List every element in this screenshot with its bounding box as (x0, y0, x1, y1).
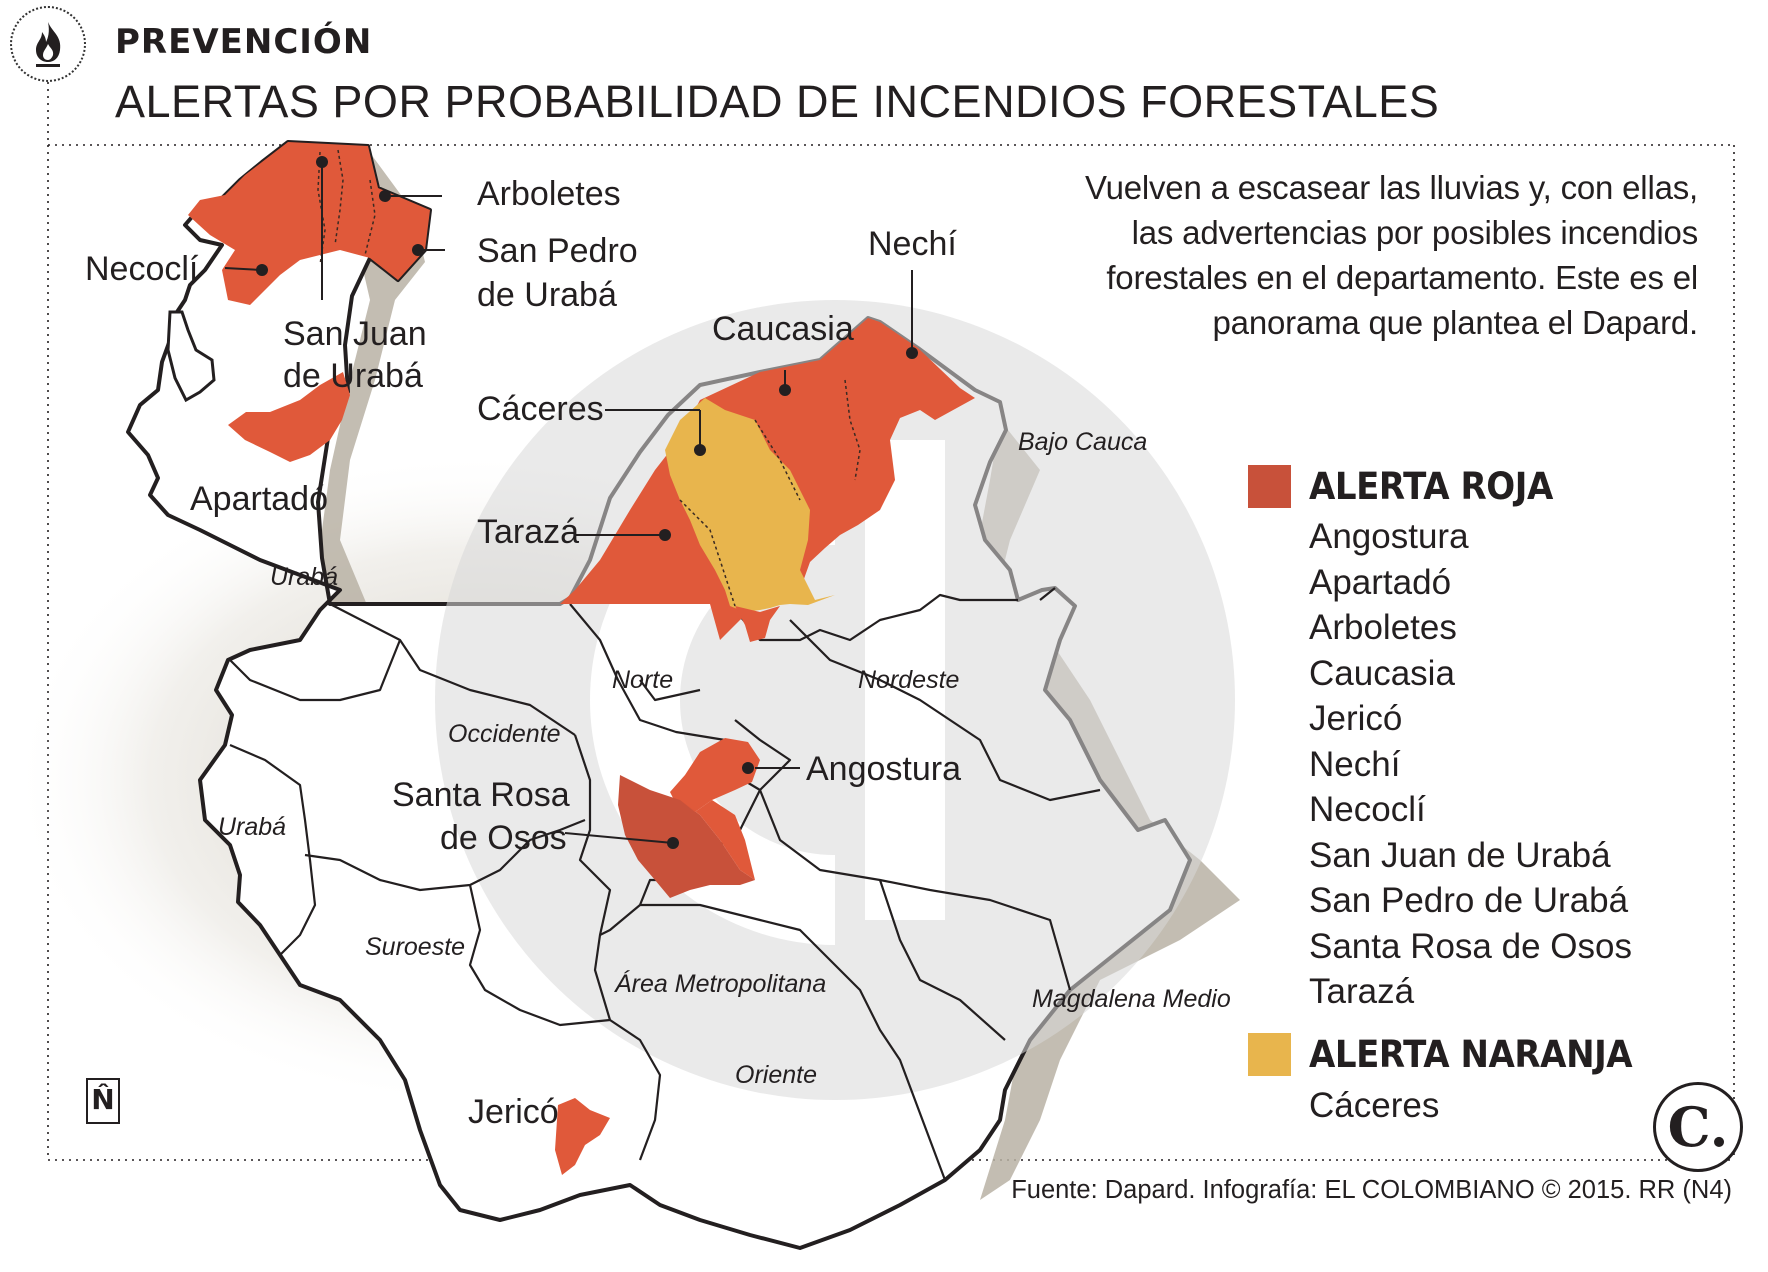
region-arboletes-necocli-sanjuan-sanpedro (188, 142, 430, 305)
label-taraza: Tarazá (477, 513, 579, 551)
legend-item: Angostura (1309, 517, 1469, 556)
legend-swatch-roja (1248, 464, 1291, 508)
subregion-area-metropolitana: Área Metropolitana (613, 969, 826, 998)
gulf-shapes (166, 310, 216, 403)
label-jerico: Jericó (468, 1093, 559, 1131)
region-santa-rosa-de-osos (618, 775, 755, 898)
region-santa-rosa-de-osos-light (680, 800, 755, 880)
label-san-juan-line2: de Urabá (283, 357, 423, 395)
legend-item: Jericó (1309, 699, 1403, 738)
legend-item: Cáceres (1309, 1085, 1440, 1125)
label-caceres: Cáceres (477, 390, 604, 428)
label-apartado: Apartadó (190, 480, 328, 518)
internal-municipal-borders-bajo-cauca (679, 379, 861, 607)
region-jerico (555, 1098, 610, 1175)
el-colombiano-logo: C. (1653, 1082, 1743, 1172)
source-credit: Fuente: Dapard. Infografía: EL COLOMBIAN… (1011, 1176, 1732, 1204)
legend-item: San Pedro de Urabá (1309, 881, 1629, 920)
legend-item: Apartadó (1309, 562, 1452, 602)
fire-badge (10, 6, 86, 82)
label-san-pedro-line1: San Pedro (477, 232, 638, 270)
legend-item: Caucasia (1309, 653, 1455, 693)
legend-group-alerta-roja: ALERTA ROJA Angostura Apartadó Arboletes… (1248, 458, 1660, 1015)
region-taraza-red-south (735, 606, 780, 642)
label-arboletes: Arboletes (477, 175, 621, 213)
subregion-oriente: Oriente (735, 1061, 817, 1089)
legend: ALERTA ROJA Angostura Apartadó Arboletes… (1248, 458, 1660, 1128)
legend-item: Necoclí (1309, 790, 1426, 829)
subregion-uraba-south: Urabá (218, 813, 286, 841)
intro-text: Vuelven a escasear las lluvias y, con el… (1084, 169, 1698, 341)
section-label: PREVENCIÓN (115, 22, 373, 62)
leader-dots (256, 156, 918, 849)
legend-item: Arboletes (1309, 608, 1457, 647)
legend-item: Santa Rosa de Osos (1309, 926, 1632, 966)
north-arrow: N̂ (86, 1078, 120, 1124)
subregion-occidente: Occidente (448, 720, 561, 748)
label-san-juan-line1: San Juan (283, 315, 427, 353)
region-apartado (228, 372, 350, 462)
legend-title-naranja: ALERTA NARANJA (1309, 1033, 1633, 1076)
region-caceres-orange (665, 398, 835, 612)
subregion-norte: Norte (612, 666, 673, 694)
legend-group-alerta-naranja: ALERTA NARANJA Cáceres (1248, 1027, 1660, 1129)
label-angostura: Angostura (806, 750, 961, 788)
municipality-labels: Arboletes San Pedro de Urabá Necoclí San… (85, 175, 961, 1131)
legend-title-roja: ALERTA ROJA (1309, 464, 1553, 508)
fire-icon (36, 22, 61, 67)
legend-item: Nechí (1309, 744, 1401, 784)
label-santa-rosa-line1: Santa Rosa (392, 776, 570, 814)
subregion-nordeste: Nordeste (858, 666, 959, 694)
legend-item: Tarazá (1309, 972, 1415, 1011)
subregion-borders (229, 587, 1101, 1181)
label-santa-rosa-line2: de Osos (440, 819, 567, 857)
legend-list-roja: Angostura Apartadó Arboletes Caucasia Je… (1309, 514, 1660, 1015)
label-nechi: Nechí (868, 225, 957, 263)
label-caucasia: Caucasia (712, 310, 854, 348)
legend-swatch-naranja (1248, 1033, 1291, 1076)
label-necocli: Necoclí (85, 250, 199, 288)
label-san-pedro-line2: de Urabá (477, 276, 617, 314)
legend-list-naranja: Cáceres (1309, 1083, 1660, 1129)
page-title: ALERTAS POR PROBABILIDAD DE INCENDIOS FO… (115, 76, 1440, 127)
subregion-labels: Urabá Bajo Cauca Norte Nordeste Occident… (218, 428, 1231, 1089)
legend-item: San Juan de Urabá (1309, 835, 1611, 875)
subregion-magdalena-medio: Magdalena Medio (1032, 985, 1231, 1013)
subregion-uraba-north: Urabá (270, 563, 338, 591)
subregion-suroeste: Suroeste (365, 933, 465, 961)
subregion-bajo-cauca: Bajo Cauca (1018, 428, 1147, 456)
region-angostura (670, 738, 760, 812)
